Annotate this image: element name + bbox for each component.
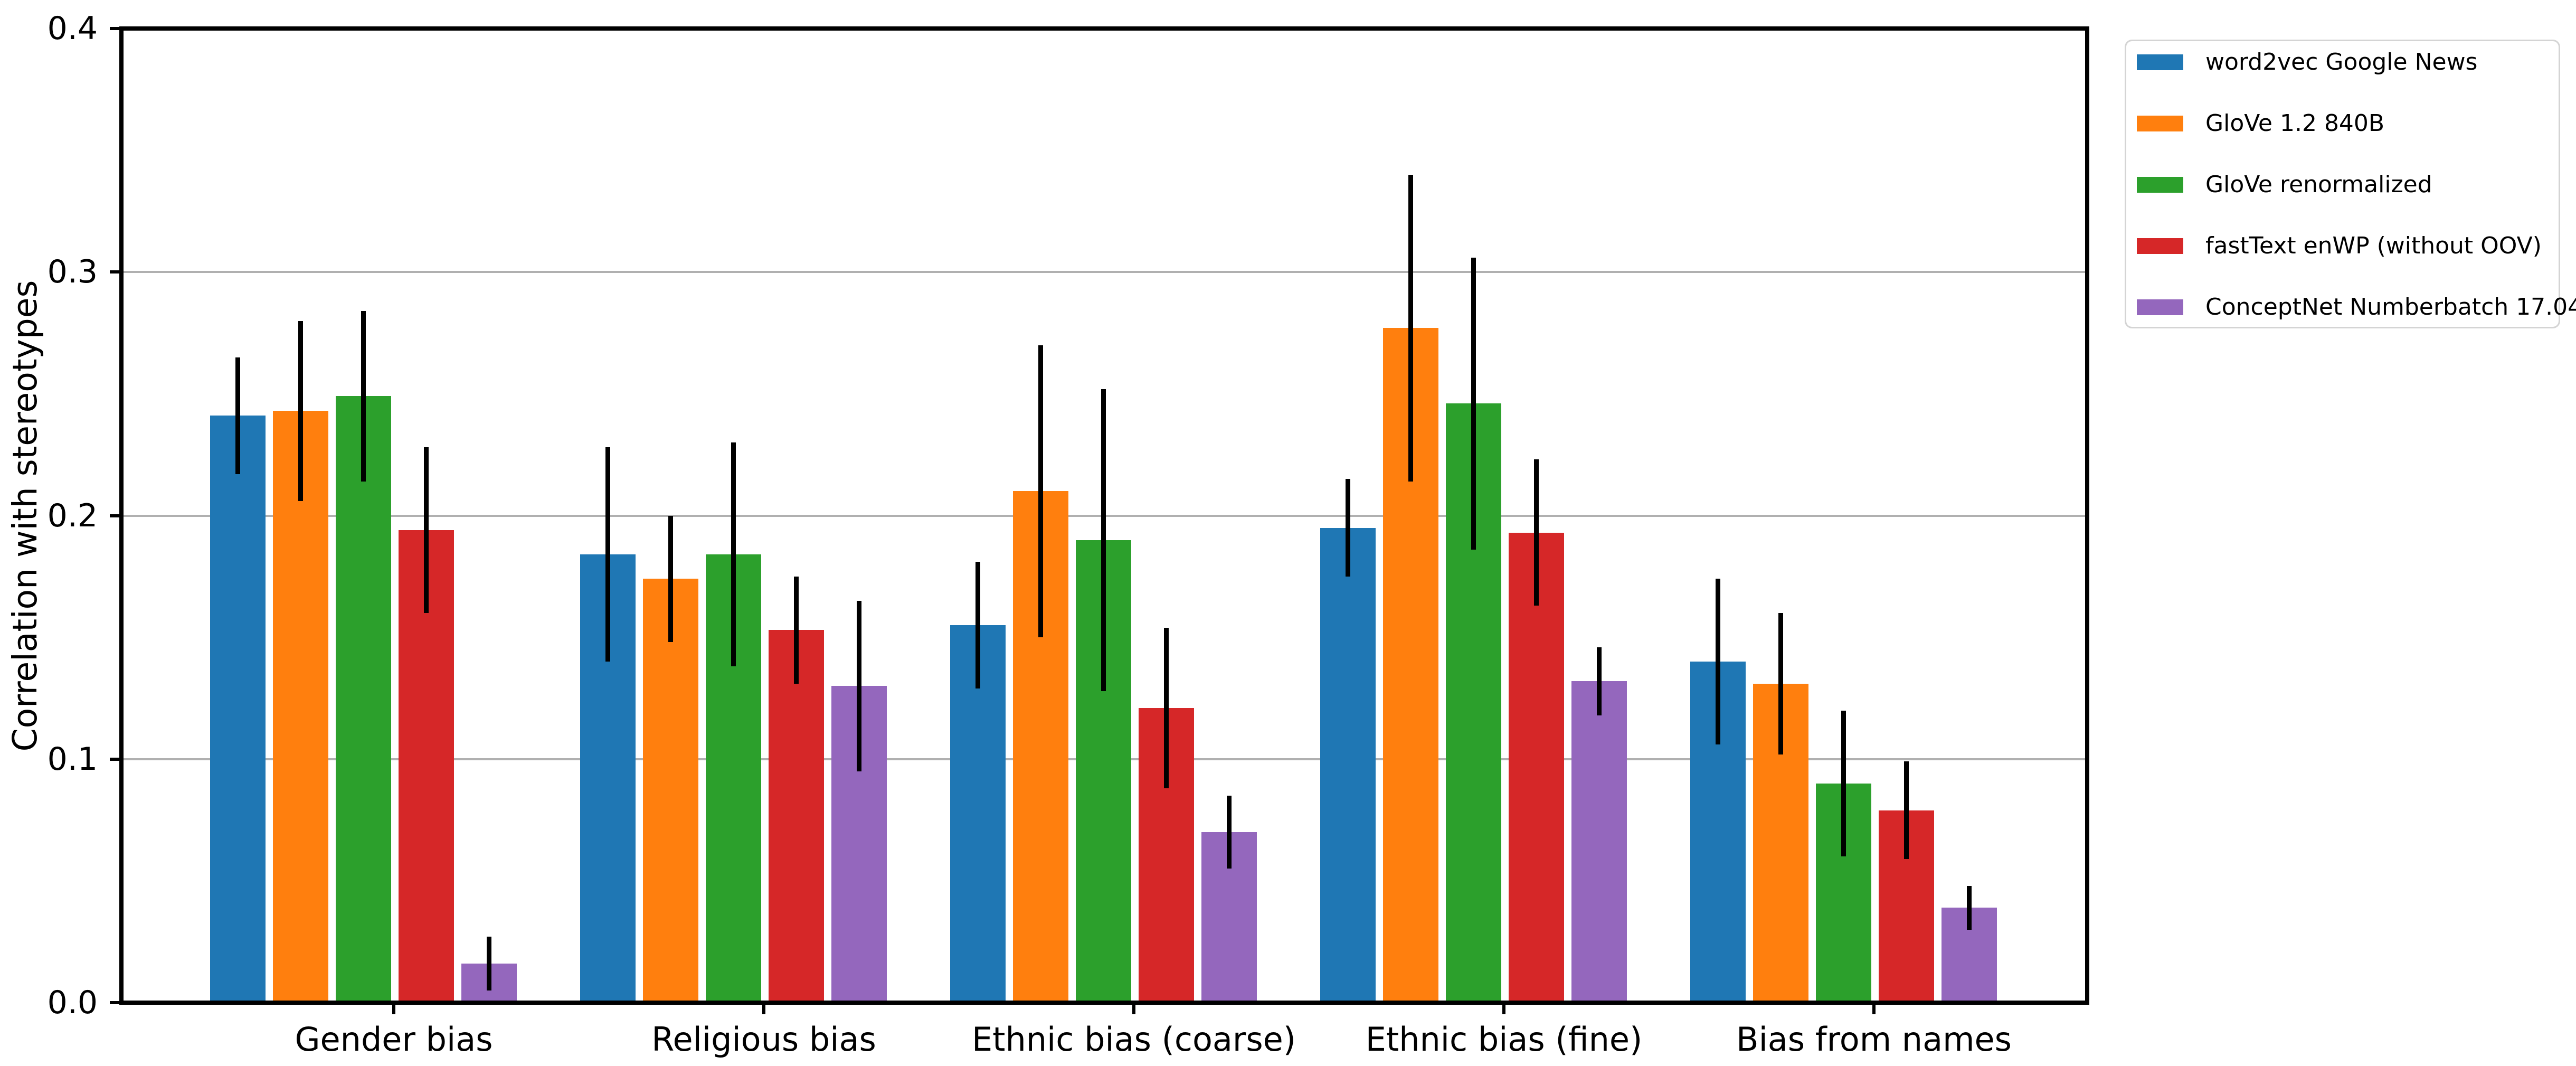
error-bar-series0-cat2 — [975, 562, 980, 688]
error-bar-series4-cat0 — [486, 937, 491, 990]
legend-swatch-series2 — [2137, 177, 2183, 193]
error-bar-series3-cat1 — [793, 576, 799, 684]
top-spine — [119, 26, 2089, 31]
error-bar-series0-cat1 — [605, 447, 610, 662]
y-tick-label: 0.3 — [47, 253, 98, 291]
x-tick-mark — [392, 1005, 395, 1014]
error-bar-series1-cat0 — [298, 320, 303, 501]
error-bar-series2-cat2 — [1101, 389, 1106, 691]
error-bar-series3-cat3 — [1533, 459, 1539, 606]
legend-label-series4: ConceptNet Numberbatch 17.04 — [2205, 294, 2576, 320]
bar-series3-cat3 — [1508, 532, 1564, 1003]
bottom-spine — [119, 1001, 2089, 1005]
bar-series1-cat1 — [642, 579, 698, 1003]
x-tick-mark — [1132, 1005, 1135, 1014]
error-bar-series1-cat2 — [1038, 345, 1043, 638]
legend-swatch-series4 — [2137, 299, 2183, 315]
x-tick-label: Religious bias — [651, 1020, 876, 1059]
right-spine — [2085, 26, 2089, 1005]
legend-swatch-series3 — [2137, 238, 2183, 254]
y-tick-label: 0.4 — [47, 10, 98, 47]
y-axis-title: Correlation with stereotypes — [6, 280, 44, 751]
bar-series0-cat0 — [210, 416, 266, 1003]
error-bar-series1-cat3 — [1408, 174, 1413, 482]
y-tick-mark — [110, 1001, 119, 1004]
error-bar-series4-cat2 — [1226, 795, 1232, 869]
bar-series3-cat1 — [768, 630, 824, 1003]
error-bar-series1-cat4 — [1778, 613, 1783, 754]
error-bar-series3-cat0 — [423, 447, 429, 613]
error-bar-series2-cat0 — [361, 311, 366, 482]
y-tick-mark — [110, 757, 119, 761]
error-bar-series0-cat3 — [1345, 479, 1350, 577]
error-bar-series4-cat3 — [1596, 647, 1602, 715]
error-bar-series1-cat1 — [668, 515, 673, 643]
legend-label-series3: fastText enWP (without OOV) — [2205, 232, 2542, 259]
y-tick-mark — [110, 27, 119, 30]
y-gridline — [121, 271, 2087, 273]
error-bar-series4-cat1 — [856, 600, 861, 771]
error-bar-series0-cat4 — [1715, 579, 1720, 745]
bar-series1-cat0 — [272, 411, 328, 1003]
y-tick-mark — [110, 514, 119, 517]
legend-label-series2: GloVe renormalized — [2205, 171, 2432, 198]
x-tick-mark — [1872, 1005, 1876, 1014]
error-bar-series2-cat1 — [731, 442, 736, 667]
error-bar-series2-cat4 — [1841, 710, 1846, 857]
legend-swatch-series1 — [2137, 116, 2183, 131]
y-tick-label: 0.2 — [47, 497, 98, 534]
x-tick-label: Ethnic bias (fine) — [1365, 1020, 1643, 1059]
y-tick-mark — [110, 270, 119, 274]
x-tick-mark — [762, 1005, 765, 1014]
error-bar-series0-cat0 — [235, 357, 240, 475]
error-bar-series2-cat3 — [1471, 257, 1476, 550]
error-bar-series3-cat2 — [1163, 627, 1169, 789]
error-bar-series4-cat4 — [1966, 885, 1972, 930]
legend-label-series1: GloVe 1.2 840B — [2205, 110, 2385, 137]
y-tick-label: 0.1 — [47, 740, 98, 778]
bar-series2-cat0 — [335, 396, 391, 1003]
y-tick-label: 0.0 — [47, 984, 98, 1021]
legend-swatch-series0 — [2137, 54, 2183, 70]
x-tick-label: Gender bias — [295, 1020, 493, 1059]
x-tick-mark — [1502, 1005, 1505, 1014]
x-tick-label: Ethnic bias (coarse) — [971, 1020, 1296, 1059]
left-spine — [119, 26, 124, 1005]
error-bar-series3-cat4 — [1903, 761, 1909, 859]
bar-series4-cat3 — [1571, 681, 1627, 1003]
legend: word2vec Google News GloVe 1.2 840B GloVe … — [2125, 40, 2576, 328]
x-tick-label: Bias from names — [1736, 1020, 2012, 1059]
legend-label-series0: word2vec Google News — [2205, 49, 2478, 76]
bar-series0-cat3 — [1320, 527, 1376, 1003]
